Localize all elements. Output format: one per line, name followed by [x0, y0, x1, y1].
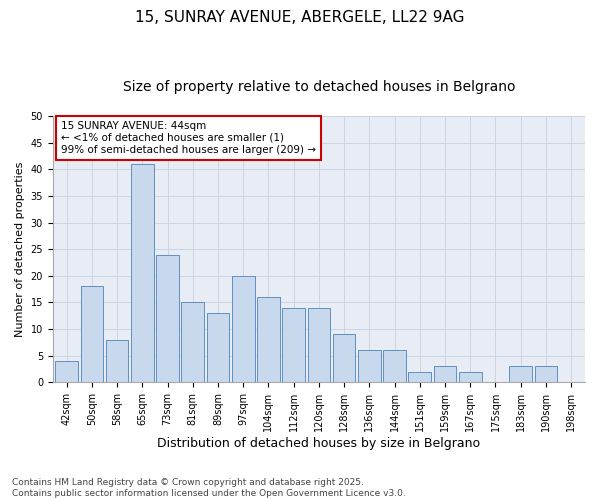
Title: Size of property relative to detached houses in Belgrano: Size of property relative to detached ho…	[122, 80, 515, 94]
Bar	[257, 297, 280, 382]
Bar	[232, 276, 254, 382]
Bar	[206, 313, 229, 382]
Bar	[434, 366, 457, 382]
Text: 15, SUNRAY AVENUE, ABERGELE, LL22 9AG: 15, SUNRAY AVENUE, ABERGELE, LL22 9AG	[135, 10, 465, 25]
Bar	[283, 308, 305, 382]
Bar	[409, 372, 431, 382]
Bar	[80, 286, 103, 382]
Bar	[156, 254, 179, 382]
Bar	[333, 334, 355, 382]
Bar	[181, 302, 204, 382]
Y-axis label: Number of detached properties: Number of detached properties	[15, 162, 25, 337]
Bar	[358, 350, 380, 382]
Bar	[106, 340, 128, 382]
Bar	[308, 308, 330, 382]
Text: 15 SUNRAY AVENUE: 44sqm
← <1% of detached houses are smaller (1)
99% of semi-det: 15 SUNRAY AVENUE: 44sqm ← <1% of detache…	[61, 122, 316, 154]
Bar	[383, 350, 406, 382]
Bar	[131, 164, 154, 382]
Bar	[459, 372, 482, 382]
Bar	[509, 366, 532, 382]
Text: Contains HM Land Registry data © Crown copyright and database right 2025.
Contai: Contains HM Land Registry data © Crown c…	[12, 478, 406, 498]
Bar	[55, 361, 78, 382]
X-axis label: Distribution of detached houses by size in Belgrano: Distribution of detached houses by size …	[157, 437, 481, 450]
Bar	[535, 366, 557, 382]
